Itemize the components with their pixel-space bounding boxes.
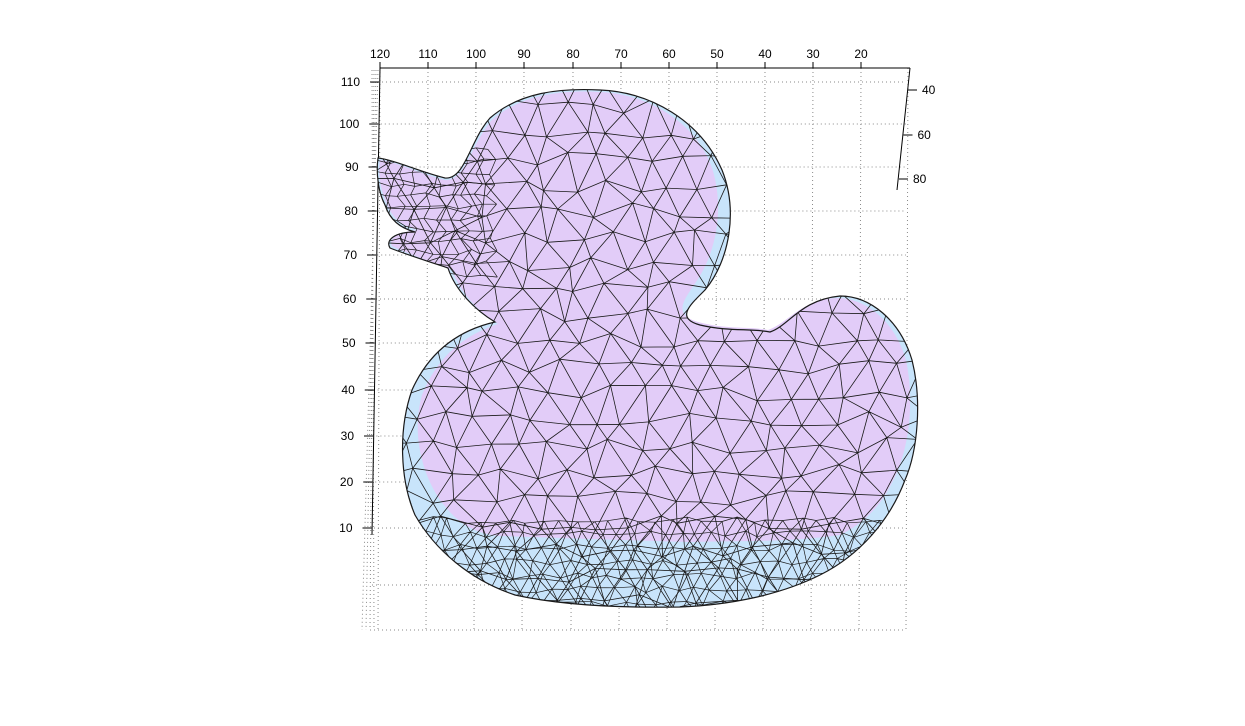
grid-line-x: [425, 67, 429, 631]
grid-line-x: [377, 67, 381, 631]
x-tick-label: 40: [758, 47, 772, 61]
z-tick-label: 40: [341, 383, 355, 397]
x-tick-label: 60: [662, 47, 676, 61]
x-tick-label: 110: [418, 47, 437, 61]
z-axis-tick-labels: 110 100 90 80 70 60 50 40 30 20 10: [339, 75, 360, 535]
z-tick-label: 50: [342, 336, 356, 350]
x-tick-label: 120: [370, 47, 390, 61]
x-tick-label: 50: [710, 47, 724, 61]
x-tick-label: 70: [614, 47, 628, 61]
y-tick-label: 60: [918, 128, 932, 142]
grid-line-y: [361, 69, 379, 631]
x-tick-label: 80: [566, 47, 580, 61]
grid-line-y: [365, 69, 377, 631]
y-tick-label: 80: [913, 172, 927, 186]
duck-mesh: [376, 89, 919, 608]
y-axis-line: [896, 67, 911, 191]
x-tick-label: 30: [806, 47, 820, 61]
z-tick-label: 20: [340, 475, 354, 489]
z-axis-line: [371, 67, 381, 536]
grid-line-x: [905, 67, 909, 631]
x-tick-label: 100: [466, 47, 486, 61]
plot-axes: [362, 62, 917, 536]
z-tick-label: 80: [344, 204, 358, 218]
grid-line-y: [369, 69, 375, 631]
z-tick-label: 100: [339, 117, 359, 131]
x-axis-tick-labels: 120 110 100 90 80 70 60 50 40 30 20: [370, 47, 868, 61]
duck-mesh-top-face: [379, 91, 911, 542]
z-tick-label: 60: [343, 292, 357, 306]
grid-line-y: [371, 69, 375, 631]
duck-mesh-outline: [376, 89, 919, 608]
z-tick-label: 10: [339, 521, 353, 535]
z-tick-label: 30: [341, 429, 355, 443]
z-tick-label: 110: [341, 75, 360, 89]
y-axis-tick-labels: 40 60 80: [913, 83, 936, 186]
y-tick-label: 40: [922, 83, 936, 97]
z-tick-label: 70: [344, 248, 358, 262]
x-tick-label: 20: [854, 47, 868, 61]
z-tick-label: 90: [345, 160, 359, 174]
x-tick-label: 90: [517, 47, 531, 61]
